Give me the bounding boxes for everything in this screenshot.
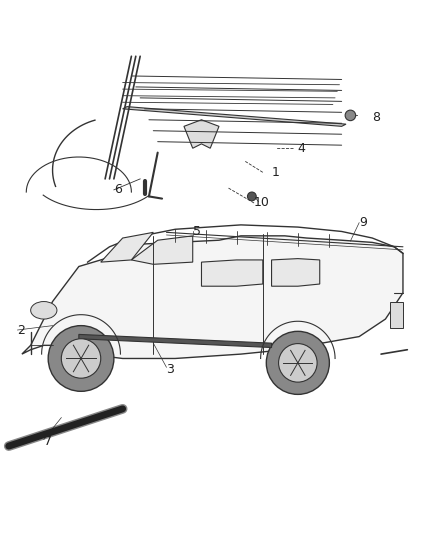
Polygon shape — [22, 236, 403, 359]
Text: 7: 7 — [44, 435, 52, 448]
Polygon shape — [272, 259, 320, 286]
Polygon shape — [131, 236, 193, 264]
Text: 9: 9 — [359, 216, 367, 229]
Text: 6: 6 — [114, 183, 122, 196]
Text: 8: 8 — [372, 111, 380, 124]
Circle shape — [48, 326, 114, 391]
Text: 10: 10 — [254, 197, 270, 209]
Text: 2: 2 — [18, 324, 25, 336]
Circle shape — [345, 110, 356, 120]
Circle shape — [279, 344, 317, 382]
Bar — [390, 302, 403, 328]
Polygon shape — [123, 107, 346, 126]
Text: 3: 3 — [166, 363, 174, 376]
Polygon shape — [79, 334, 272, 348]
Circle shape — [266, 332, 329, 394]
Text: 5: 5 — [193, 225, 201, 238]
Polygon shape — [184, 120, 219, 148]
Circle shape — [247, 192, 256, 201]
Circle shape — [61, 339, 101, 378]
Polygon shape — [201, 260, 263, 286]
Text: 4: 4 — [298, 142, 306, 155]
Polygon shape — [101, 232, 153, 262]
Text: 1: 1 — [272, 166, 279, 179]
Ellipse shape — [31, 302, 57, 319]
